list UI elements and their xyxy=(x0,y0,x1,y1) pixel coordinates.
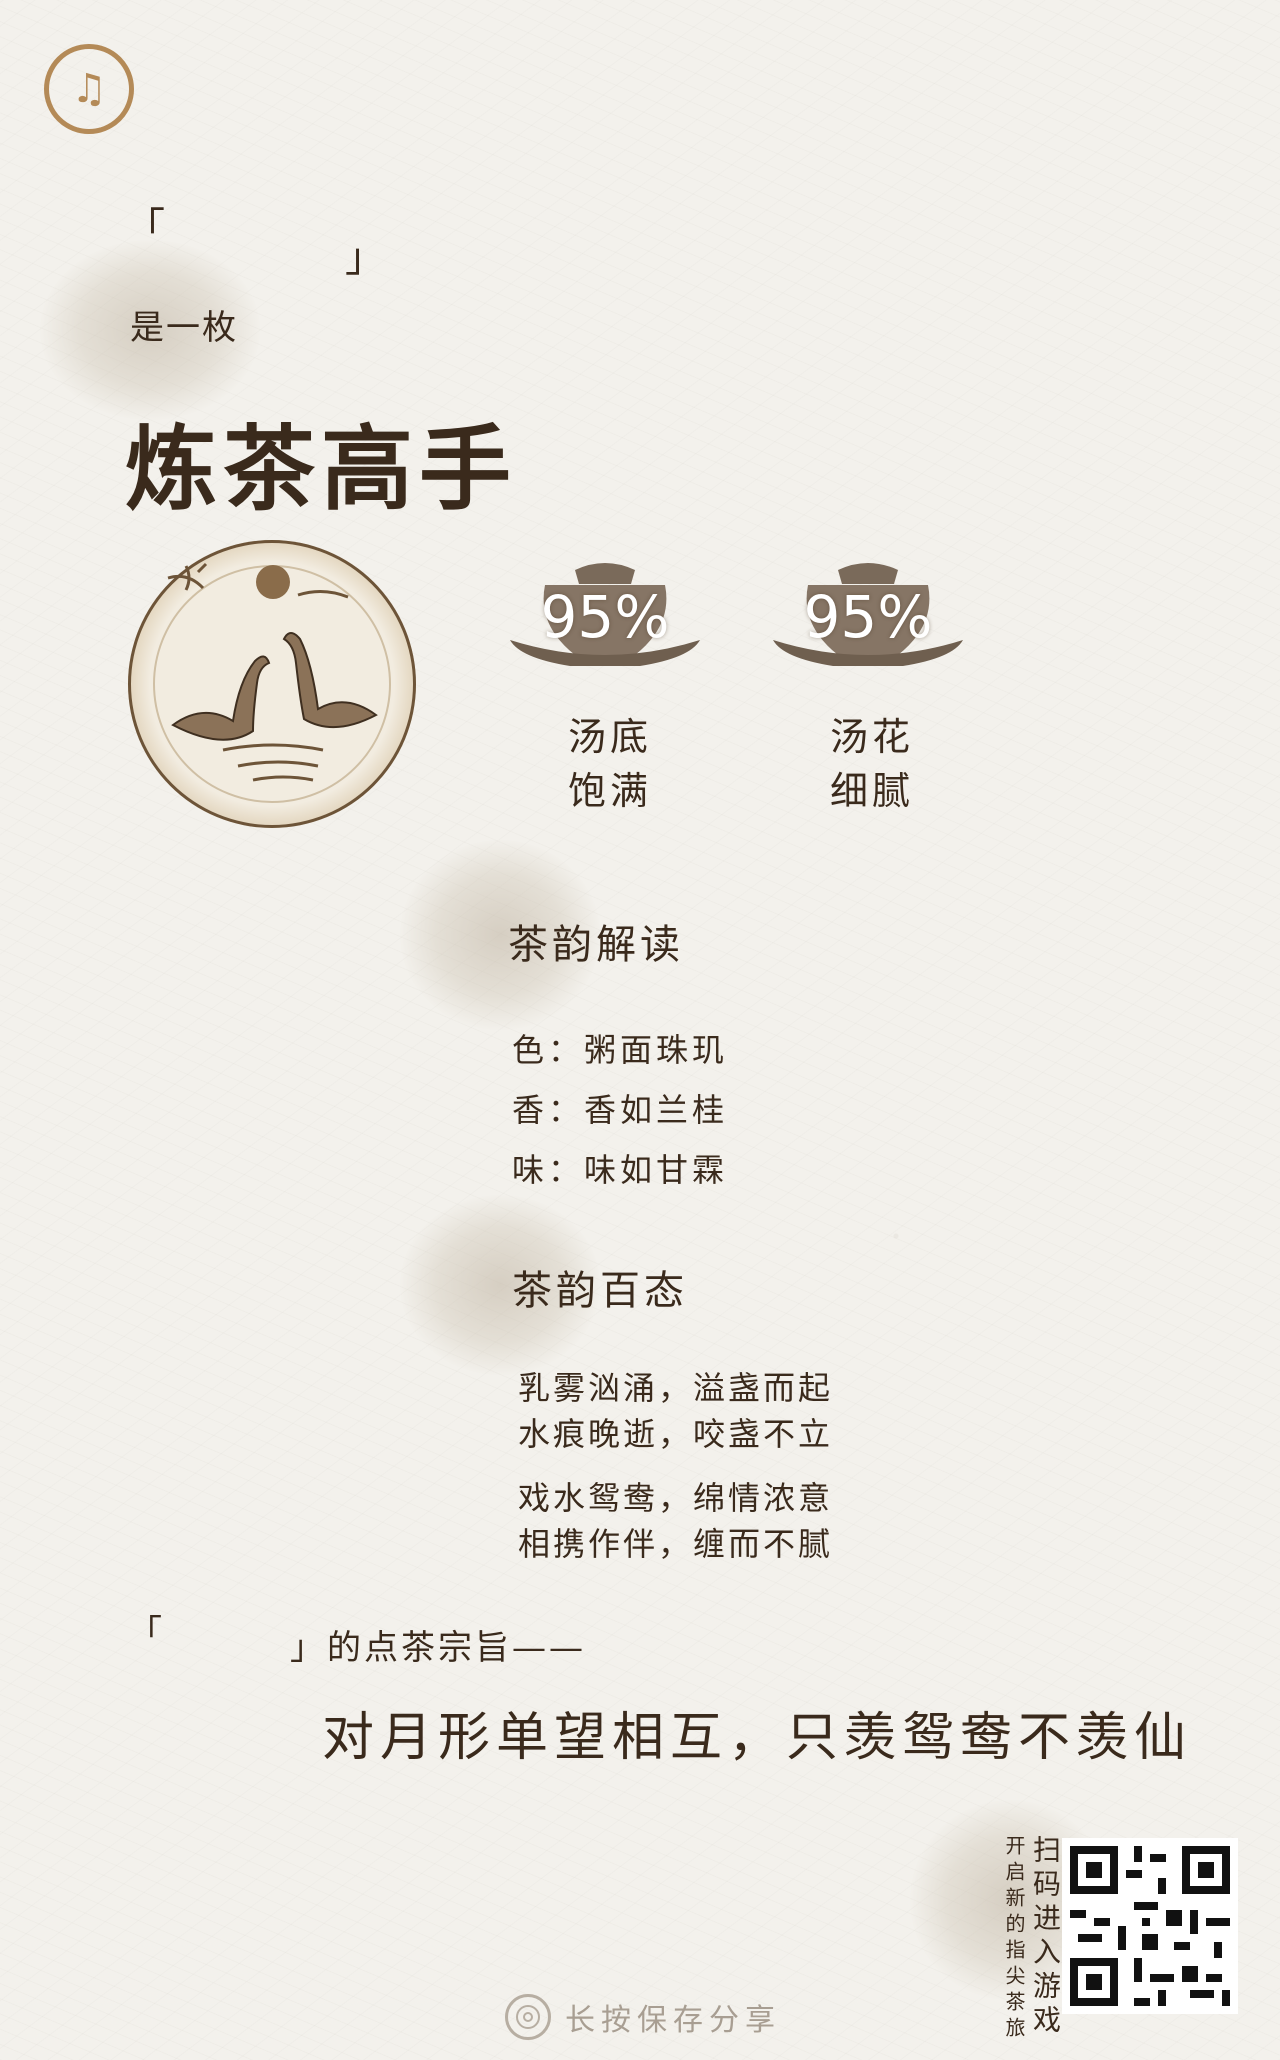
ink-blot-top xyxy=(40,240,260,420)
tea-states-poem: 乳雾汹涌，溢盏而起 水痕晚逝，咬盏不立 戏水鸳鸯，绵情浓意 相携作伴，缠而不腻 xyxy=(518,1365,833,1567)
save-hint-label: 长按保存分享 xyxy=(565,2003,781,2038)
name-bracket-close: 」 xyxy=(345,235,385,281)
tea-reading-aroma: 香：香如兰桂 xyxy=(512,1091,729,1129)
tea-reading-heading: 茶韵解读 xyxy=(508,922,684,968)
metric-label-1: 汤底 饱满 xyxy=(568,710,652,818)
metric-value: 95% xyxy=(803,583,933,651)
name-bracket-open: 「 xyxy=(125,205,165,251)
motto-bracket-open: 「 xyxy=(128,1613,162,1653)
tea-reading-color: 色：粥面珠玑 xyxy=(512,1031,729,1069)
ink-blot-states xyxy=(400,1195,600,1375)
tea-states-heading: 茶韵百态 xyxy=(512,1268,688,1314)
metric-value: 95% xyxy=(540,583,670,651)
save-hint[interactable]: 长按保存分享 xyxy=(505,1994,781,2040)
poem-line: 水痕晚逝，咬盏不立 xyxy=(518,1415,834,1453)
metric-cup-1: 95% xyxy=(505,545,705,685)
swan-plate-image xyxy=(128,540,416,828)
subtitle: 是一枚 xyxy=(130,308,238,348)
tea-reading-taste: 味：味如甘霖 xyxy=(512,1151,729,1189)
motto-text: 对月形单望相互，只羡鸳鸯不羡仙 xyxy=(322,1708,1193,1768)
page-title: 炼茶高手 xyxy=(125,415,518,523)
metric-label-line: 汤底 xyxy=(568,715,653,759)
ink-blot-reading xyxy=(400,840,600,1030)
motto-intro: 」的点茶宗旨—— xyxy=(290,1628,586,1668)
metric-label-line: 细腻 xyxy=(830,769,915,813)
music-note-icon: ♫ xyxy=(71,66,107,112)
fingerprint-icon xyxy=(505,1994,551,2040)
poem-line: 乳雾汹涌，溢盏而起 xyxy=(518,1369,834,1407)
metric-cup-2: 95% xyxy=(768,545,968,685)
qr-caption-small: 开启新的指尖茶旅 xyxy=(1002,1835,1026,2043)
qr-caption-large: 扫码进入游戏 xyxy=(1029,1835,1062,2039)
metric-label-2: 汤花 细腻 xyxy=(830,710,914,818)
app-logo[interactable]: ♫ xyxy=(44,44,134,134)
qr-code[interactable] xyxy=(1062,1838,1238,2014)
poem-line: 戏水鸳鸯，绵情浓意 xyxy=(518,1479,834,1517)
metric-label-line: 饱满 xyxy=(568,769,653,813)
poem-line: 相携作伴，缠而不腻 xyxy=(518,1525,834,1563)
metric-label-line: 汤花 xyxy=(830,715,915,759)
